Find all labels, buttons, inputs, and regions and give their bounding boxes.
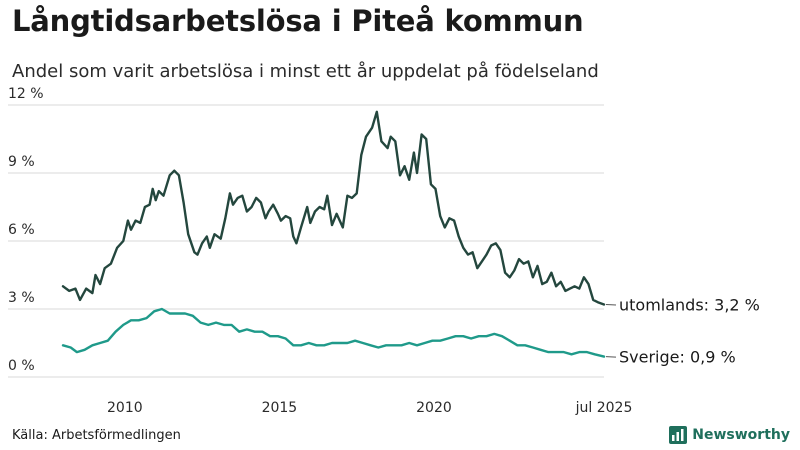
y-tick-label: 6 %: [8, 222, 35, 238]
series-line-utomlands: [61, 110, 606, 306]
chart-subtitle: Andel som varit arbetslösa i minst ett å…: [12, 61, 599, 82]
end-label-connector: [605, 303, 617, 306]
y-tick-label: 3 %: [8, 290, 35, 306]
bar-chart-icon: [669, 426, 688, 444]
end-label-connector: [605, 356, 617, 358]
x-tick-label: 2020: [416, 400, 452, 416]
y-tick-label: 12 %: [8, 86, 44, 102]
y-tick-label: 9 %: [8, 154, 35, 170]
series-end-label: Sverige: 0,9 %: [619, 348, 736, 367]
brand-logo: Newsworthy: [669, 426, 790, 444]
source-note: Källa: Arbetsförmedlingen: [12, 428, 181, 443]
x-tick-label: 2010: [107, 400, 143, 416]
chart-title: Långtidsarbetslösa i Piteå kommun: [12, 4, 584, 38]
x-tick-label: 2015: [262, 400, 298, 416]
series-line-sverige: [61, 307, 606, 358]
x-tick-label: jul 2025: [575, 400, 633, 416]
y-tick-label: 0 %: [8, 358, 35, 374]
brand-name: Newsworthy: [692, 427, 790, 443]
series-end-label: utomlands: 3,2 %: [619, 295, 760, 314]
